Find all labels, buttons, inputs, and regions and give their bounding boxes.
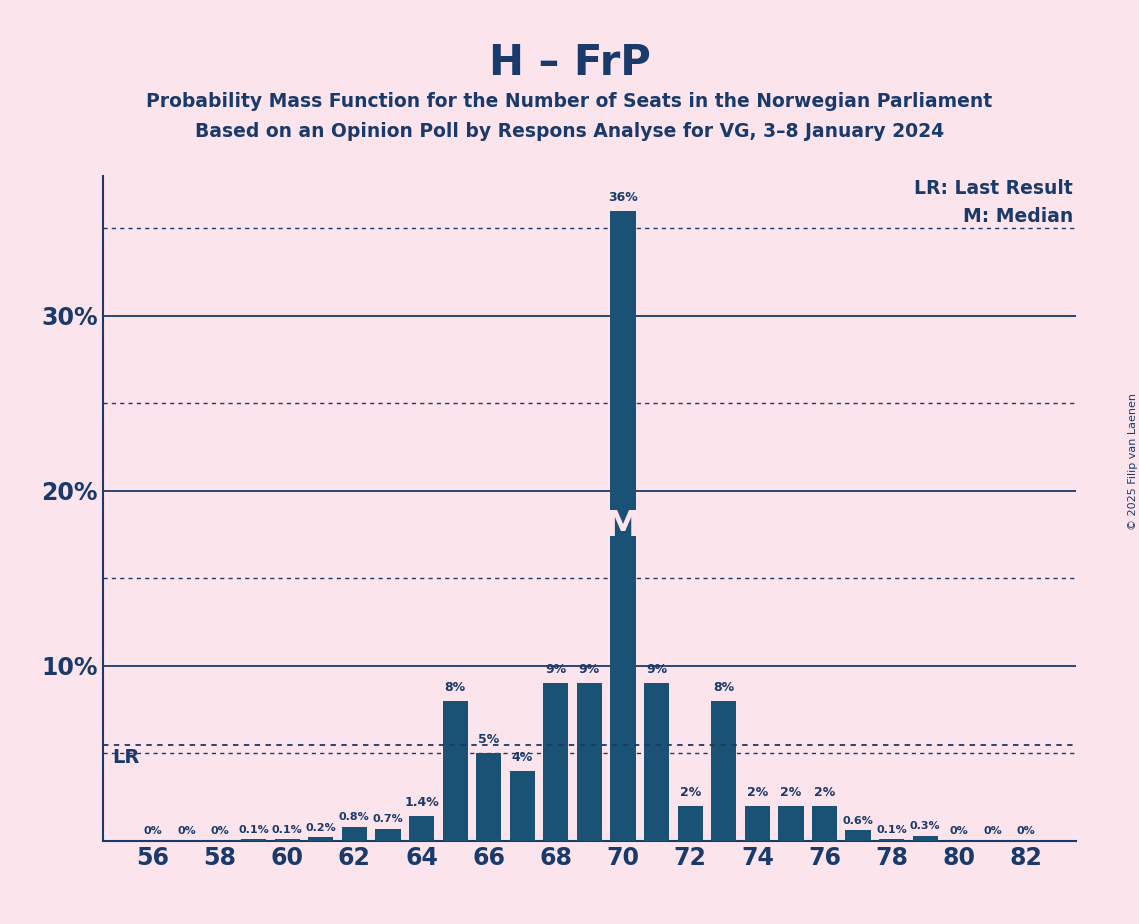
Bar (812, 806, 837, 841)
Text: 0%: 0% (144, 826, 162, 836)
Bar (644, 683, 670, 841)
Text: 5%: 5% (478, 734, 499, 747)
Text: 8%: 8% (444, 681, 466, 694)
Text: 0.3%: 0.3% (910, 821, 941, 832)
Text: © 2025 Filip van Laenen: © 2025 Filip van Laenen (1129, 394, 1138, 530)
Bar (711, 700, 736, 841)
Text: 2%: 2% (780, 785, 802, 799)
Bar (845, 831, 870, 841)
Text: 4%: 4% (511, 751, 533, 764)
Text: M: Median: M: Median (962, 207, 1073, 226)
Bar (778, 806, 803, 841)
Bar (912, 835, 937, 841)
Text: 0.1%: 0.1% (876, 825, 907, 834)
Bar (745, 806, 770, 841)
Bar (543, 683, 568, 841)
Bar (342, 827, 367, 841)
Text: 9%: 9% (646, 663, 667, 676)
Text: M: M (605, 509, 641, 542)
Bar (678, 806, 703, 841)
Text: 0.1%: 0.1% (272, 825, 303, 834)
Text: 8%: 8% (713, 681, 735, 694)
Bar (476, 753, 501, 841)
Text: 0%: 0% (983, 826, 1002, 836)
Text: 0.2%: 0.2% (305, 823, 336, 833)
Text: 36%: 36% (608, 190, 638, 203)
Bar (376, 829, 401, 841)
Text: 0%: 0% (1017, 826, 1035, 836)
Bar (509, 771, 535, 841)
Bar (241, 839, 267, 841)
Bar (409, 816, 434, 841)
Bar (443, 700, 468, 841)
Text: 2%: 2% (747, 785, 768, 799)
Text: LR: LR (113, 748, 140, 767)
Bar (576, 683, 603, 841)
Text: 0%: 0% (211, 826, 229, 836)
Text: 9%: 9% (546, 663, 566, 676)
Text: 0.1%: 0.1% (238, 825, 269, 834)
Text: 9%: 9% (579, 663, 600, 676)
Bar (611, 211, 636, 841)
Text: H – FrP: H – FrP (489, 42, 650, 83)
Text: Based on an Opinion Poll by Respons Analyse for VG, 3–8 January 2024: Based on an Opinion Poll by Respons Anal… (195, 122, 944, 141)
Text: Probability Mass Function for the Number of Seats in the Norwegian Parliament: Probability Mass Function for the Number… (147, 92, 992, 112)
Bar (309, 837, 334, 841)
Text: 0%: 0% (950, 826, 968, 836)
Text: 0.7%: 0.7% (372, 814, 403, 824)
Text: 2%: 2% (680, 785, 700, 799)
Bar (879, 839, 904, 841)
Text: 0.6%: 0.6% (843, 816, 874, 826)
Text: 0.8%: 0.8% (339, 812, 370, 822)
Text: LR: Last Result: LR: Last Result (915, 179, 1073, 198)
Text: 1.4%: 1.4% (404, 796, 439, 809)
Text: 0%: 0% (177, 826, 196, 836)
Bar (274, 839, 300, 841)
Text: 2%: 2% (814, 785, 835, 799)
